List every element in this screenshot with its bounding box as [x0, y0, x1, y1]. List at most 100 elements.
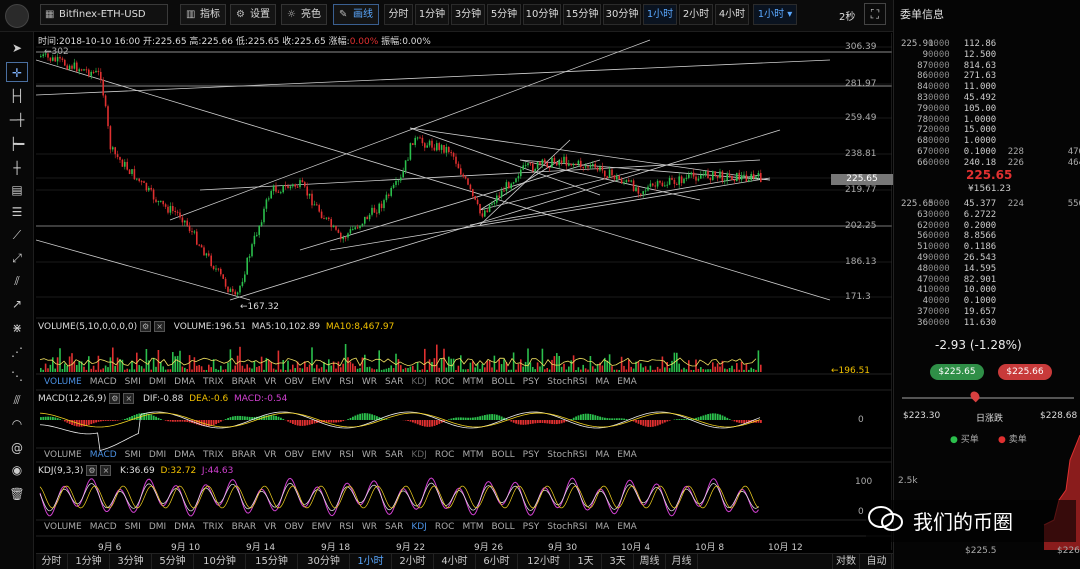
ray-line-icon[interactable]: ⤢ [12, 251, 22, 265]
settings-icon[interactable]: ⚙ [140, 321, 152, 332]
eye-icon[interactable]: ◉ [11, 463, 23, 477]
orderbook-row[interactable]: 860000 271.63 [901, 71, 1068, 81]
bottom-tf-button[interactable]: 5分钟 [152, 554, 194, 569]
indicator-tab[interactable]: PSY [522, 377, 540, 387]
bottom-tf-button[interactable]: 3天 [602, 554, 634, 569]
indicator-tab[interactable]: SAR [385, 377, 404, 387]
indicator-tab[interactable]: KDJ [411, 377, 427, 387]
indicator-tab[interactable]: BOLL [491, 450, 515, 460]
indicator-tab[interactable]: TRIX [203, 377, 224, 387]
tf-0[interactable]: 分时 [384, 4, 413, 25]
indicator-tab[interactable]: StochRSI [547, 377, 588, 387]
indicator-tab[interactable]: OBV [284, 377, 304, 387]
orderbook-row[interactable]: 360000 11.630 [901, 318, 1068, 328]
orderbook-row[interactable]: 620000 0.2000 [901, 221, 1068, 231]
vertical-line-icon[interactable]: ┼ [13, 161, 21, 175]
indicator-tab[interactable]: VOLUME [44, 450, 82, 460]
indicator-button[interactable]: ▥ 指标 [180, 4, 226, 25]
indicator-tab[interactable]: ROC [434, 377, 455, 387]
bottom-tf-button[interactable]: 12小时 [518, 554, 570, 569]
indicator-tab[interactable]: DMI [148, 522, 167, 532]
theme-button[interactable]: ☼ 亮色 [281, 4, 327, 25]
trend-line-icon[interactable]: ⟋ [12, 228, 22, 242]
indicator-tab[interactable]: RSI [339, 522, 354, 532]
bottom-tf-button[interactable]: 30分钟 [298, 554, 350, 569]
orderbook-row[interactable]: 720000 15.000 [901, 125, 1068, 135]
tf-6[interactable]: 30分钟 [603, 4, 641, 25]
indicator-tab[interactable]: VOLUME [44, 377, 82, 387]
indicator-tab[interactable]: KDJ [411, 450, 427, 460]
symbol-selector[interactable]: ▦ Bitfinex-ETH-USD [40, 4, 168, 25]
price-chart[interactable] [36, 33, 892, 550]
tf-3[interactable]: 5分钟 [487, 4, 521, 25]
close-icon[interactable]: × [154, 321, 166, 332]
horizontal-ray-icon[interactable]: ┝━ [9, 137, 25, 151]
indicator-tab[interactable]: StochRSI [547, 522, 588, 532]
horizontal-segment-icon[interactable]: ├┤ [9, 89, 25, 103]
indicator-tabs-1[interactable]: VOLUME MACD SMI DMI DMA TRIX BRAR VR OBV EMV RSI WR… [44, 377, 645, 387]
spiral-icon[interactable]: @ [11, 441, 23, 455]
indicator-tab[interactable]: WR [361, 377, 378, 387]
indicator-tab[interactable]: MA [595, 450, 610, 460]
orderbook-row[interactable]: 90000 12.500 [901, 50, 1068, 60]
parallel-lines-icon[interactable]: ☰ [11, 205, 23, 219]
indicator-tab[interactable]: SMI [124, 377, 141, 387]
buy-price-pill[interactable]: $225.65 [930, 364, 984, 380]
orderbook-row[interactable]: 370000 19.657 [901, 307, 1068, 317]
indicator-tab[interactable]: VR [264, 522, 277, 532]
settings-icon[interactable]: ⚙ [109, 393, 121, 404]
indicator-tab[interactable]: PSY [522, 522, 540, 532]
orderbook-row[interactable]: 680000 1.0000 [901, 136, 1068, 146]
indicator-tab[interactable]: DMI [148, 377, 167, 387]
refresh-interval[interactable]: 2秒 [839, 12, 856, 23]
indicator-tab[interactable]: MACD [89, 450, 117, 460]
fan-icon[interactable]: ⋰ [11, 345, 23, 359]
gann-icon[interactable]: ⋱ [11, 369, 23, 383]
indicator-tab[interactable]: ROC [434, 522, 455, 532]
price-range-icon[interactable]: ▤ [11, 183, 23, 197]
tf-7[interactable]: 1小时 [643, 4, 677, 25]
pitchfork-icon[interactable]: ⋇ [11, 321, 23, 335]
bottom-tf-button[interactable]: 周线 [634, 554, 666, 569]
indicator-tab[interactable]: DMA [174, 522, 196, 532]
indicator-tab[interactable]: MACD [89, 522, 117, 532]
close-icon[interactable]: × [123, 393, 135, 404]
bottom-tf-button[interactable]: 15分钟 [246, 554, 298, 569]
indicator-tab[interactable]: EMV [311, 522, 332, 532]
tf-4[interactable]: 10分钟 [523, 4, 561, 25]
orderbook-row[interactable]: 870000 814.63 [901, 61, 1068, 71]
bottom-tf-button[interactable]: 4小时 [434, 554, 476, 569]
orderbook-row[interactable]: 560000 8.8566 [901, 231, 1068, 241]
channel-icon[interactable]: ⫽ [14, 274, 20, 288]
indicator-tab[interactable]: VOLUME [44, 522, 82, 532]
sell-price-pill[interactable]: $225.66 [998, 364, 1052, 380]
orderbook-row[interactable]: 225.910000 112.86 [901, 39, 1068, 49]
indicator-tab[interactable]: DMA [174, 377, 196, 387]
indicator-tab[interactable]: DMI [148, 450, 167, 460]
indicator-tab[interactable]: StochRSI [547, 450, 588, 460]
draw-button[interactable]: ✎ 画线 [333, 4, 379, 25]
indicator-tab[interactable]: SAR [385, 522, 404, 532]
indicator-tab[interactable]: KDJ [411, 522, 427, 532]
orderbook-row[interactable]: 790000 105.00 [901, 104, 1068, 114]
bottom-tf-button[interactable]: 3分钟 [110, 554, 152, 569]
auto-scale-button[interactable]: 自动 [862, 554, 892, 569]
bottom-tf-button[interactable]: 分时 [36, 554, 68, 569]
indicator-tab[interactable]: VR [264, 450, 277, 460]
log-scale-button[interactable]: 对数 [832, 554, 860, 569]
indicator-tab[interactable]: TRIX [203, 450, 224, 460]
orderbook-row[interactable]: 480000 14.595 [901, 264, 1068, 274]
indicator-tab[interactable]: EMA [617, 450, 637, 460]
indicator-tab[interactable]: MTM [462, 522, 484, 532]
indicator-tab[interactable]: BRAR [231, 522, 257, 532]
close-icon[interactable]: × [100, 465, 112, 476]
indicator-tab[interactable]: SMI [124, 522, 141, 532]
indicator-tab[interactable]: MTM [462, 450, 484, 460]
settings-icon[interactable]: ⚙ [86, 465, 98, 476]
indicator-tab[interactable]: RSI [339, 377, 354, 387]
orderbook-row[interactable]: 490000 26.543 [901, 253, 1068, 263]
orderbook-row[interactable]: 40000 0.1000 [901, 296, 1068, 306]
indicator-tab[interactable]: BRAR [231, 377, 257, 387]
